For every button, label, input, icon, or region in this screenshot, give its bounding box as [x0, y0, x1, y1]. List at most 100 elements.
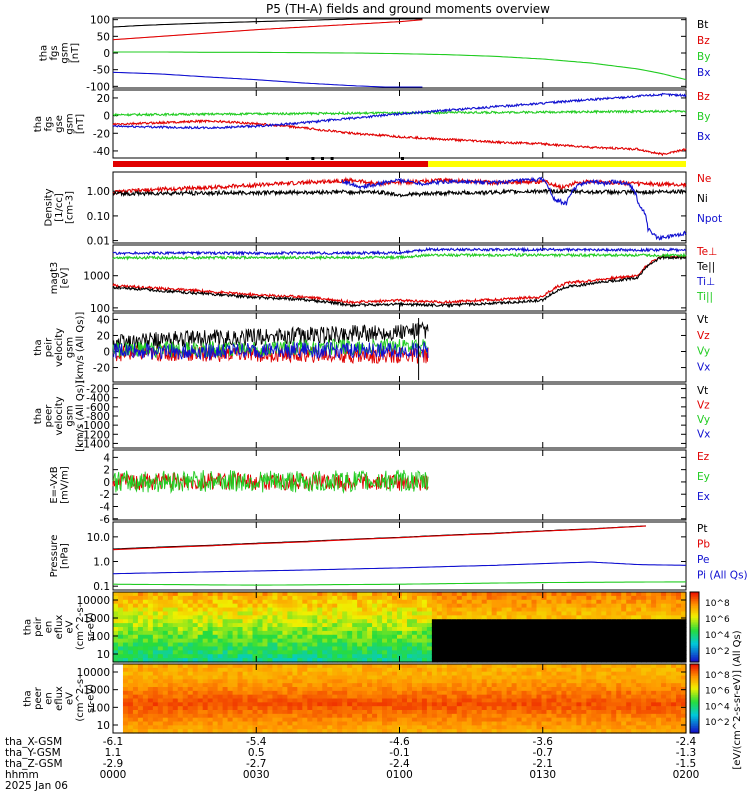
spectrogram-cell — [302, 595, 308, 601]
spectrogram-cell — [411, 664, 418, 669]
spectrogram-cell — [526, 690, 533, 696]
mode-bar-marker — [330, 157, 334, 160]
spectrogram-cell — [202, 710, 209, 715]
spectrogram-cell — [362, 717, 368, 723]
spectrogram-cell — [137, 634, 144, 640]
spectrogram-cell — [451, 658, 458, 663]
spectrogram-cell — [357, 713, 363, 719]
spectrogram-cell — [357, 690, 363, 696]
spectrogram-cell — [566, 595, 572, 601]
spectrogram-cell — [446, 690, 453, 696]
spectrogram-cell — [561, 664, 568, 669]
spectrogram-cell — [531, 634, 538, 640]
spectrogram-cell — [481, 634, 488, 640]
spectrogram-cell — [611, 683, 617, 688]
spectrogram-cell — [426, 650, 433, 655]
spectrogram-cell — [411, 702, 418, 707]
spectrogram-cell — [362, 698, 368, 703]
spectrogram-cell — [506, 706, 513, 711]
spectrogram-cell — [546, 603, 553, 609]
spectrogram-cell — [456, 642, 463, 648]
spectrogram-cell — [406, 698, 413, 703]
spectrogram-cell — [651, 706, 657, 711]
spectrogram-cell — [416, 638, 423, 644]
spectrogram-cell — [436, 679, 443, 684]
spectrogram-cell — [486, 592, 493, 597]
spectrogram-cell — [491, 595, 498, 601]
spectrogram-cell — [591, 721, 597, 726]
spectrogram-cell — [461, 694, 468, 700]
spectrogram-cell — [476, 630, 483, 636]
spectrogram-cell — [147, 671, 154, 677]
spectrogram-cell — [641, 630, 647, 636]
spectrogram-cell — [242, 619, 249, 624]
spectrogram-cell — [172, 599, 179, 605]
spectrogram-cell — [337, 675, 343, 680]
spectrogram-cell — [352, 611, 358, 616]
spectrogram-cell — [586, 675, 592, 680]
spectrogram-cell — [222, 619, 229, 624]
spectrogram-cell — [137, 690, 144, 696]
spectrogram-cell — [521, 710, 528, 715]
spectrogram-cell — [401, 595, 408, 601]
spectrogram-cell — [426, 713, 433, 719]
spectrogram-cell — [232, 638, 239, 644]
spectrogram-cell — [232, 690, 239, 696]
spectrogram-cell — [117, 595, 124, 601]
spectrogram-cell — [626, 627, 632, 632]
spectrogram-cell — [521, 650, 528, 655]
spectrogram-cell — [586, 687, 592, 692]
spectrogram-cell — [561, 710, 568, 715]
spectrogram-cell — [461, 650, 468, 655]
spectrogram-cell — [392, 725, 398, 730]
spectrogram-cell — [491, 690, 498, 696]
legend-entry: Bt — [697, 19, 708, 31]
spectrogram-cell — [556, 687, 563, 692]
spectrogram-cell — [606, 717, 612, 723]
spectrogram-cell — [481, 646, 488, 651]
spectrogram-cell — [237, 627, 244, 632]
spectrogram-cell — [621, 658, 627, 663]
spectrogram-cell — [631, 671, 637, 677]
spectrogram-cell — [416, 710, 423, 715]
spectrogram-cell — [481, 595, 488, 601]
spectrogram-cell — [631, 679, 637, 684]
spectrogram-cell — [431, 721, 438, 726]
spectrogram-cell — [441, 619, 448, 624]
spectrogram-cell — [322, 710, 328, 715]
spectrogram-cell — [262, 619, 269, 624]
spectrogram-cell — [651, 627, 657, 632]
spectrogram-cell — [576, 611, 582, 616]
y-tick-label: -400 — [86, 393, 110, 405]
spectrogram-cell — [282, 611, 288, 616]
spectrogram-cell — [332, 710, 338, 715]
spectrogram-cell — [157, 702, 164, 707]
spectrogram-cell — [581, 646, 587, 651]
spectrogram-cell — [461, 592, 468, 597]
spectrogram-cell — [397, 694, 403, 700]
spectrogram-cell — [476, 664, 483, 669]
spectrogram-cell — [307, 611, 313, 616]
spectrogram-cell — [411, 634, 418, 640]
spectrogram-cell — [411, 687, 418, 692]
spectrogram-cell — [646, 713, 652, 719]
spectrogram-cell — [207, 725, 214, 730]
spectrogram-cell — [197, 646, 204, 651]
y-tick-label: 0 — [103, 111, 110, 123]
spectrogram-cell — [441, 694, 448, 700]
spectrogram-cell — [566, 690, 572, 696]
spectrogram-cell — [367, 642, 373, 648]
spectrogram-cell — [197, 667, 204, 673]
spectrogram-cell — [586, 592, 592, 597]
x-axis-row-value: -3.6 — [533, 736, 554, 748]
spectrogram-cell — [441, 717, 448, 723]
spectrogram-cell — [122, 671, 129, 677]
series-Bz-line — [112, 119, 687, 157]
spectrogram-cell — [471, 650, 478, 655]
spectrogram-cell — [247, 702, 254, 707]
spectrogram-cell — [541, 627, 548, 632]
spectrogram-cell — [641, 595, 647, 601]
spectrogram-cell — [307, 690, 313, 696]
spectrogram-cell — [277, 664, 284, 669]
spectrogram-cell — [431, 667, 438, 673]
